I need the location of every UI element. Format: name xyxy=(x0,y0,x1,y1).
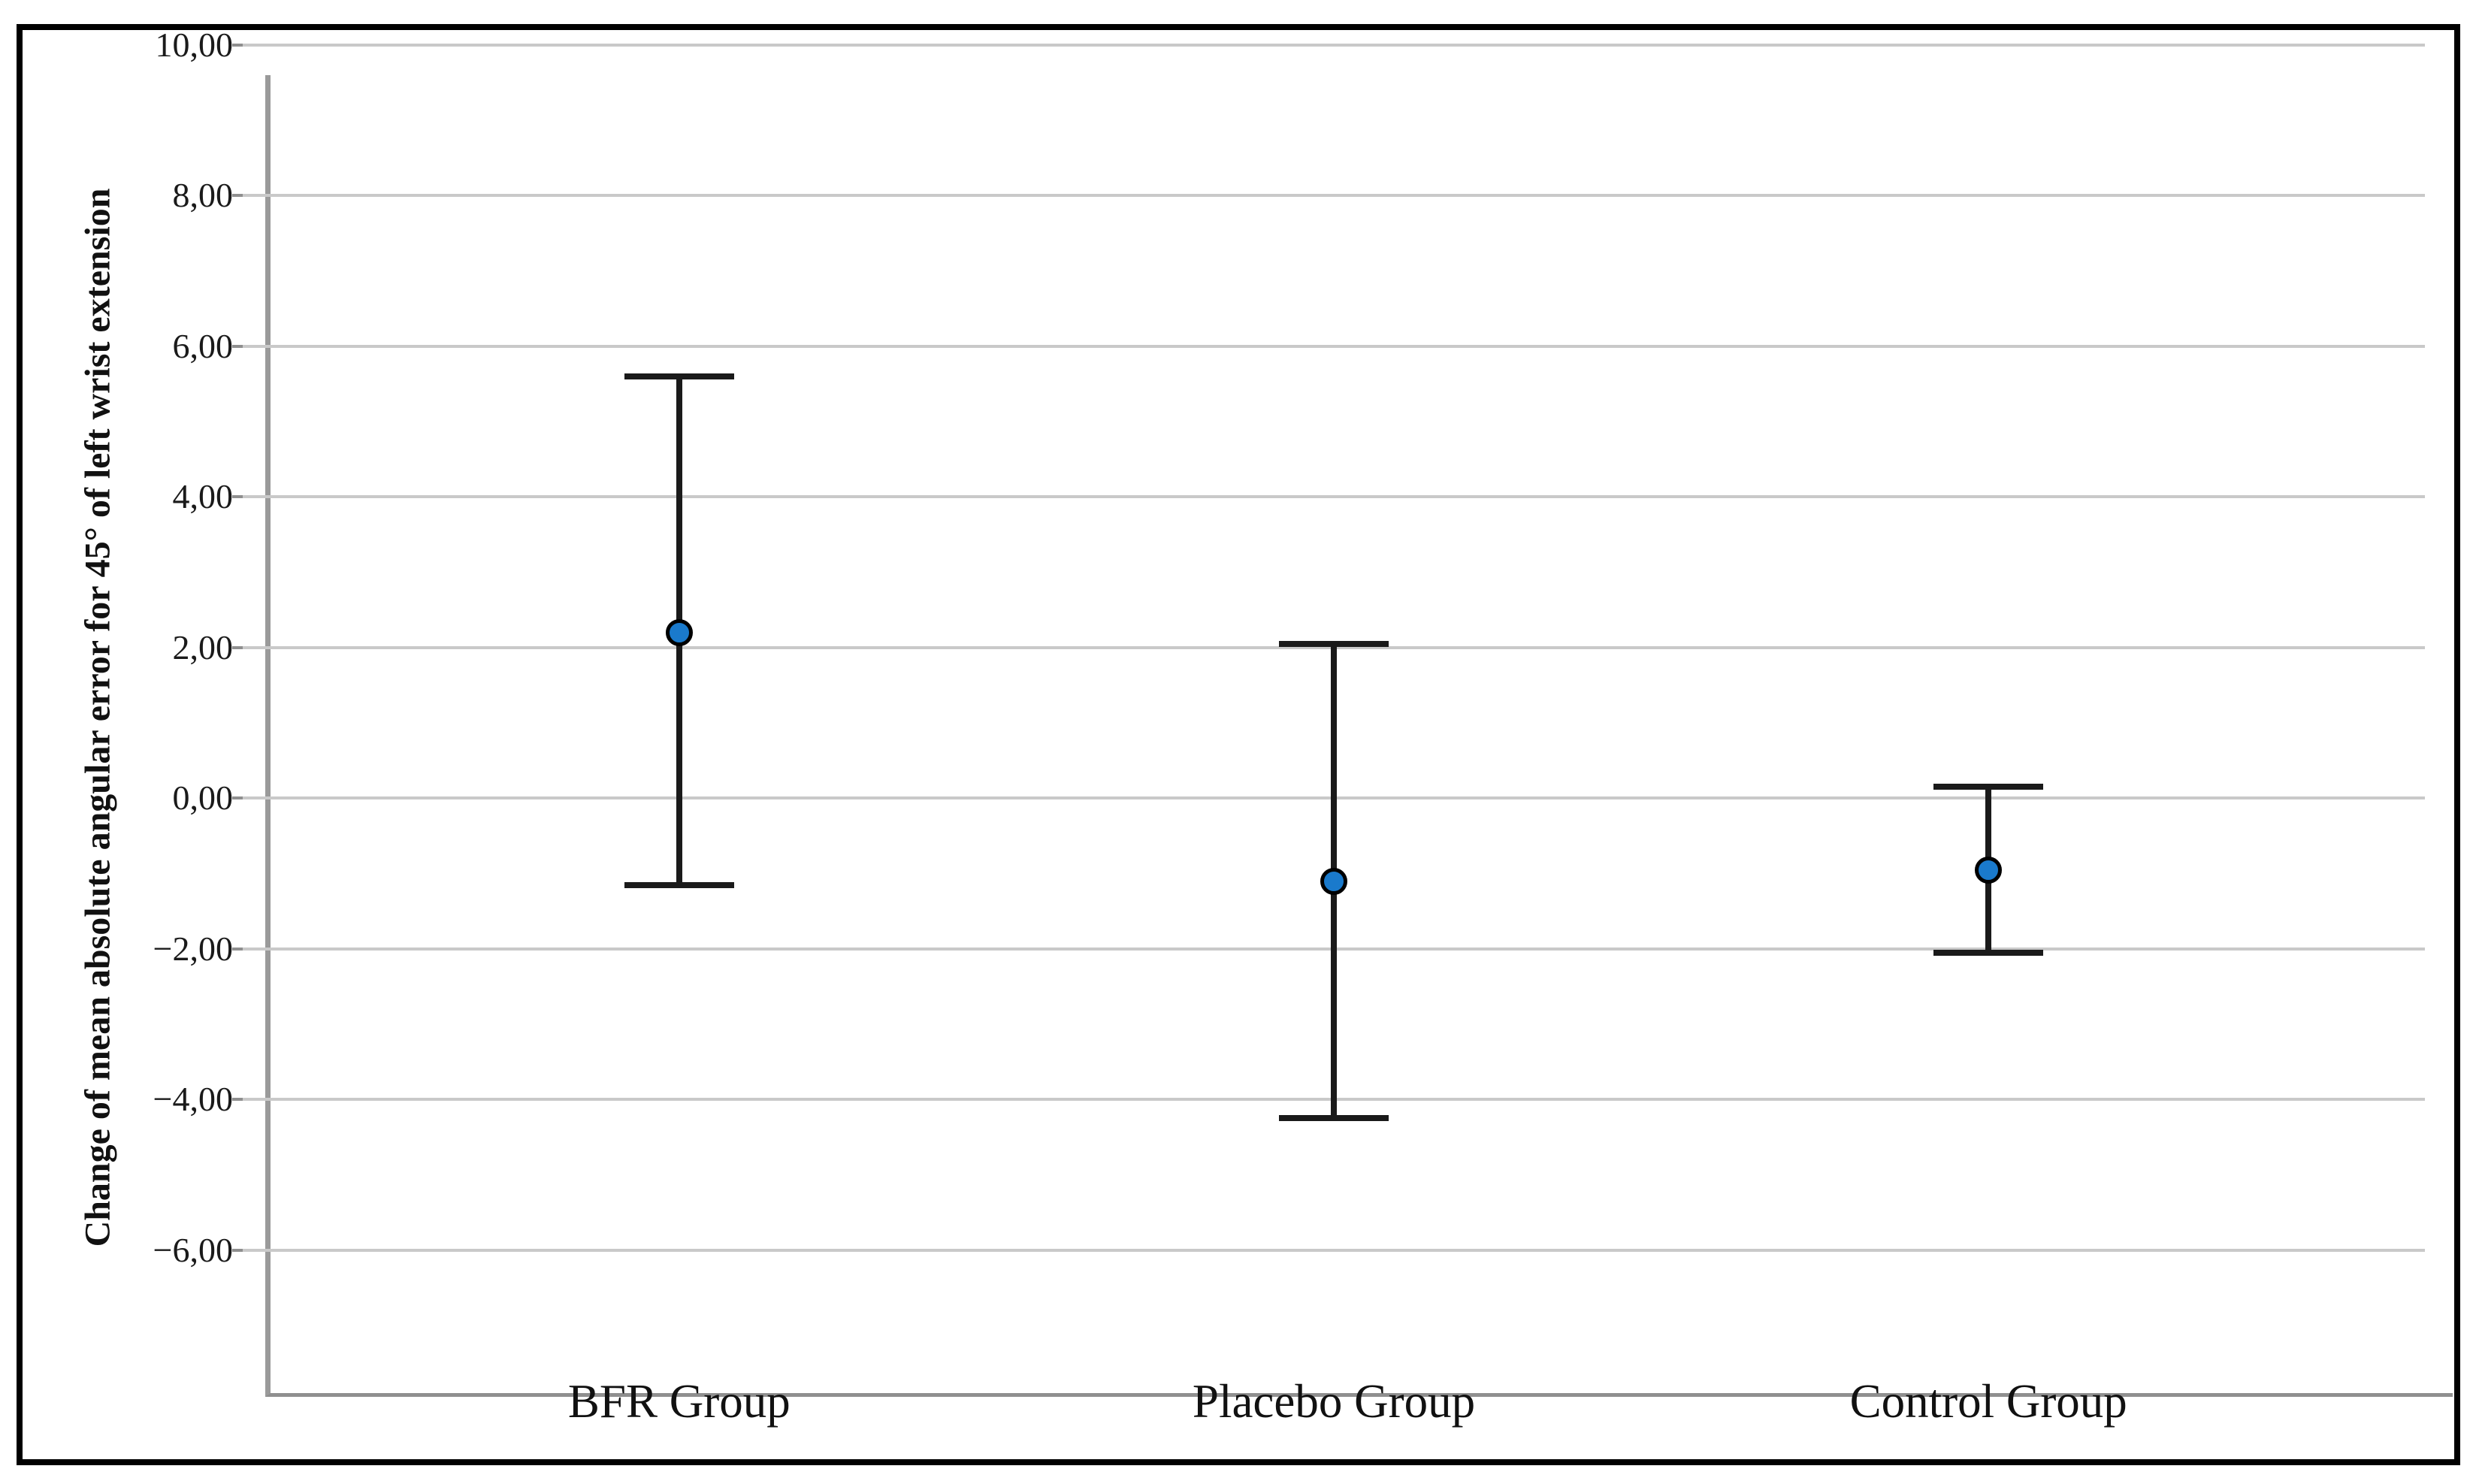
gridline xyxy=(243,495,2425,499)
y-tick-label: 8,00 xyxy=(172,176,234,215)
y-tick-label: −6,00 xyxy=(153,1230,233,1269)
mean-marker xyxy=(665,618,693,646)
y-tick-label: −2,00 xyxy=(153,929,233,968)
plot-area xyxy=(265,75,2453,1397)
y-tick-label: 10,00 xyxy=(155,26,234,64)
figure-border: Change of mean absolute angular error fo… xyxy=(17,24,2460,1465)
y-tick-label: 0,00 xyxy=(172,778,234,818)
y-tick-label: −4,00 xyxy=(153,1080,233,1119)
y-axis-tick xyxy=(232,796,243,800)
y-tick-label: 2,00 xyxy=(172,627,234,666)
error-bar-cap-bottom xyxy=(624,881,734,888)
mean-marker xyxy=(1320,867,1347,895)
y-tick-label: 4,00 xyxy=(172,477,234,516)
gridline xyxy=(243,1248,2425,1252)
error-bar-cap-bottom xyxy=(1933,949,2044,956)
gridline xyxy=(243,344,2425,348)
y-axis-tick xyxy=(232,1098,243,1102)
mean-marker xyxy=(1975,856,2003,884)
error-bar-cap-top xyxy=(624,373,734,379)
y-axis-tick xyxy=(232,495,243,499)
x-axis-label: Placebo Group xyxy=(1192,1375,1476,1428)
y-axis-tick xyxy=(232,947,243,951)
x-axis-label: BFR Group xyxy=(567,1375,791,1428)
gridline xyxy=(243,44,2425,47)
error-bar-cap-bottom xyxy=(1279,1115,1389,1122)
y-axis-tick xyxy=(232,645,243,649)
error-bar-cap-top xyxy=(1933,784,2044,790)
error-bar-cap-top xyxy=(1279,640,1389,647)
y-axis-tick xyxy=(232,1248,243,1252)
gridline xyxy=(243,194,2425,198)
y-axis-tick xyxy=(232,344,243,348)
y-axis-tick xyxy=(232,44,243,47)
y-axis-tick xyxy=(232,194,243,198)
y-tick-label: 6,00 xyxy=(172,326,234,365)
x-axis-label: Control Group xyxy=(1849,1375,2127,1428)
